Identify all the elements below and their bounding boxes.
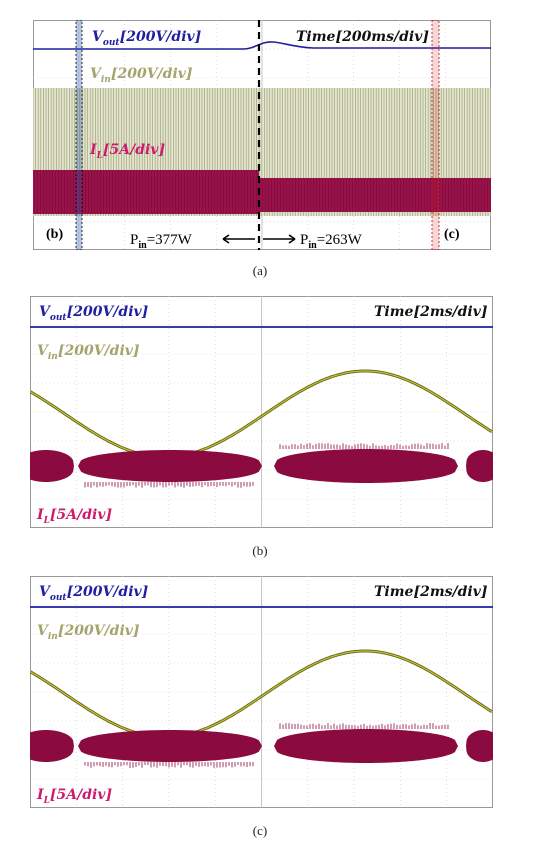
il-lobe — [78, 730, 262, 762]
vin-label-a: Vin[200V/div] — [90, 67, 193, 85]
il-label-c: IL[5A/div] — [37, 788, 112, 806]
pin-left-label: Pin=377W — [130, 233, 192, 251]
vin-trace — [30, 371, 492, 457]
vin-trace-highlight — [30, 651, 492, 737]
il-lobe — [466, 450, 493, 482]
vin-label-c: Vin[200V/div] — [37, 624, 140, 642]
caption-a: (a) — [253, 263, 267, 279]
caption-b: (b) — [252, 543, 267, 559]
scope-trace-a — [33, 20, 491, 250]
vout-label-c: Vout[200V/div] — [39, 585, 148, 603]
time-label-a: Time[200ms/div] — [296, 30, 429, 44]
marker-c-band — [432, 20, 439, 250]
il-lobe — [78, 450, 262, 482]
scope-panel-b — [30, 296, 493, 528]
pin-right-label: Pin=263W — [300, 233, 362, 251]
scope-panel-c — [30, 576, 493, 808]
il-lobe — [274, 449, 458, 483]
marker-b-label: (b) — [46, 228, 63, 242]
marker-b-band — [76, 20, 82, 250]
arrow-right — [263, 235, 295, 243]
vin-trace — [30, 651, 492, 737]
time-label-b: Time[2ms/div] — [374, 305, 488, 319]
scope-trace-b — [30, 296, 493, 528]
scope-trace-c — [30, 576, 493, 808]
marker-c-label: (c) — [444, 228, 460, 242]
time-label-c: Time[2ms/div] — [374, 585, 488, 599]
vout-label-a: Vout[200V/div] — [92, 30, 201, 48]
il-lobe — [30, 730, 74, 762]
il-lobe — [30, 450, 74, 482]
il-lobe — [274, 729, 458, 763]
vin-trace-highlight — [30, 371, 492, 457]
vin-label-b: Vin[200V/div] — [37, 344, 140, 362]
arrow-left — [223, 235, 255, 243]
il-label-b: IL[5A/div] — [37, 508, 112, 526]
vout-label-b: Vout[200V/div] — [39, 305, 148, 323]
scope-panel-a — [33, 20, 491, 250]
il-lobe — [466, 730, 493, 762]
il-label-a: IL[5A/div] — [90, 143, 165, 161]
caption-c: (c) — [253, 823, 267, 839]
